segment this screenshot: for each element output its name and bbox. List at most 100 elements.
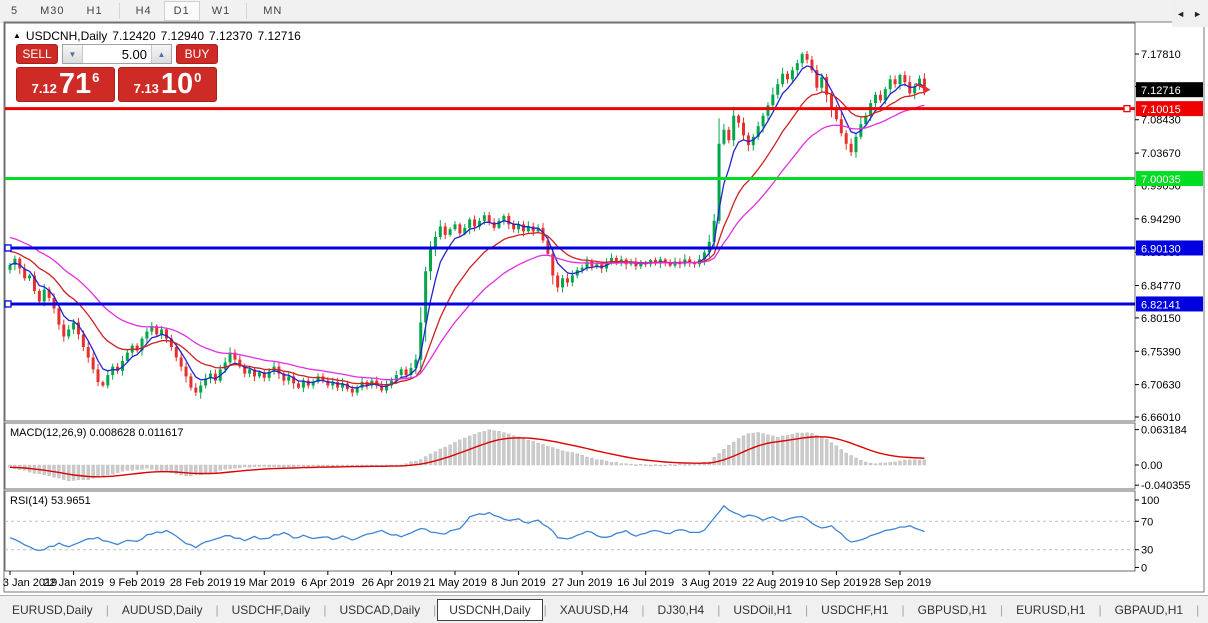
svg-text:10 Sep 2019: 10 Sep 2019 — [805, 577, 867, 589]
buy-price-point: 0 — [194, 70, 202, 85]
timeframe-button-H4[interactable]: H4 — [135, 5, 152, 17]
tab-eurusd-h1[interactable]: EURUSD,H1 — [1016, 602, 1086, 617]
buy-price-pips: 10 — [160, 68, 194, 100]
tab-separator: | — [215, 602, 219, 617]
svg-text:7.08430: 7.08430 — [1141, 115, 1181, 127]
svg-text:7.10015: 7.10015 — [1141, 104, 1181, 116]
timeframe-button-H1[interactable]: H1 — [86, 5, 103, 17]
tab-gbpaud-h1[interactable]: GBPAUD,H1 — [1114, 602, 1184, 617]
price-axis[interactable]: 7.178107.131907.084307.036706.990506.942… — [1135, 49, 1203, 424]
tab-eurusd-daily[interactable]: EURUSD,Daily — [12, 602, 93, 617]
toolbar-separator — [118, 3, 120, 19]
horizontal-level-lines[interactable] — [4, 104, 1135, 308]
svg-text:16 Jul 2019: 16 Jul 2019 — [617, 577, 674, 589]
tab-dj30-h4[interactable]: DJ30,H4 — [657, 602, 705, 617]
svg-text:7.12716: 7.12716 — [1141, 85, 1181, 97]
one-click-trade-panel: SELL ▼ ▲ BUY 7.12 71 6 7.13 10 0 — [16, 44, 218, 102]
svg-text:7.17810: 7.17810 — [1141, 49, 1181, 61]
svg-text:22 Aug 2019: 22 Aug 2019 — [742, 577, 804, 589]
svg-text:26 Apr 2019: 26 Apr 2019 — [362, 577, 421, 589]
timeframe-toolbar: 5 M30 H1 H4 D1 W1 MN — [0, 0, 1208, 23]
svg-text:28 Sep 2019: 28 Sep 2019 — [869, 577, 931, 589]
svg-text:RSI(14) 53.9651: RSI(14) 53.9651 — [10, 495, 91, 507]
svg-text:0: 0 — [1141, 562, 1147, 574]
svg-text:30: 30 — [1141, 545, 1153, 557]
svg-text:28 Feb 2019: 28 Feb 2019 — [170, 577, 232, 589]
tab-xauusd-h4[interactable]: XAUUSD,H4 — [559, 602, 629, 617]
tab-separator: | — [1098, 602, 1102, 617]
volume-spinner: ▼ ▲ — [62, 44, 172, 64]
moving-average-lines — [9, 65, 925, 389]
svg-text:-0.040355: -0.040355 — [1141, 480, 1191, 492]
tab-usdcad-daily[interactable]: USDCAD,Daily — [339, 602, 421, 617]
last-price-arrow-icon — [915, 82, 931, 94]
tab-separator: | — [805, 602, 809, 617]
timeframe-button-W1[interactable]: W1 — [211, 5, 231, 17]
sell-button[interactable]: SELL — [16, 44, 58, 64]
svg-text:19 Mar 2019: 19 Mar 2019 — [233, 577, 295, 589]
tab-separator: | — [323, 602, 327, 617]
collapse-triangle-icon[interactable]: ▲ — [13, 30, 21, 40]
svg-text:70: 70 — [1141, 516, 1153, 528]
svg-text:7.00035: 7.00035 — [1141, 174, 1181, 186]
tab-separator: | — [543, 602, 547, 617]
sell-price-quote[interactable]: 7.12 71 6 — [16, 67, 115, 102]
chart-symbol-label: USDCNH,Daily — [25, 29, 108, 43]
svg-text:8 Jun 2019: 8 Jun 2019 — [491, 577, 545, 589]
svg-text:0.063184: 0.063184 — [1141, 425, 1187, 437]
tab-scroll-controls: ◄ ► — [1172, 0, 1208, 27]
tab-usdoil-h1[interactable]: USDOil,H1 — [733, 602, 793, 617]
svg-text:7.03670: 7.03670 — [1141, 148, 1181, 160]
ohlc-high: 7.12940 — [160, 29, 205, 43]
tab-usdchf-daily[interactable]: USDCHF,Daily — [231, 602, 311, 617]
ohlc-low: 7.12370 — [209, 29, 253, 43]
svg-text:27 Jun 2019: 27 Jun 2019 — [552, 577, 613, 589]
svg-text:3 Jan 2019: 3 Jan 2019 — [3, 577, 57, 589]
macd-indicator-pane: MACD(12,26,9) 0.008628 0.011617 0.063184 0… — [8, 425, 1191, 492]
svg-text:3 Aug 2019: 3 Aug 2019 — [681, 577, 737, 589]
tab-usdchf-h1[interactable]: USDCHF,H1 — [821, 602, 889, 617]
svg-text:9 Feb 2019: 9 Feb 2019 — [109, 577, 165, 589]
tab-gbpusd-h1[interactable]: GBPUSD,H1 — [917, 602, 987, 617]
tab-separator: | — [901, 602, 905, 617]
tab-scroll-left-icon[interactable]: ◄ — [1176, 8, 1186, 19]
tab-usdjp[interactable]: USDJP — [1200, 599, 1208, 621]
tab-usdcnh-daily[interactable]: USDCNH,Daily — [437, 598, 543, 621]
volume-input[interactable] — [83, 45, 151, 63]
rsi-indicator-pane: RSI(14) 53.9651 100 70 30 0 — [5, 495, 1159, 574]
svg-text:0.00: 0.00 — [1141, 460, 1162, 472]
tab-separator: | — [1196, 602, 1200, 617]
tab-separator: | — [105, 602, 109, 617]
timeframe-button-MN[interactable]: MN — [263, 5, 283, 17]
svg-text:100: 100 — [1141, 495, 1159, 507]
tab-scroll-right-icon[interactable]: ► — [1193, 8, 1202, 19]
timeframe-button-D1[interactable]: D1 — [163, 1, 200, 21]
chart-title: ▲ USDCNH,Daily 7.12420 7.12940 7.12370 7… — [13, 29, 301, 43]
volume-decrease-button[interactable]: ▼ — [63, 45, 83, 63]
sell-price-point: 6 — [92, 70, 100, 85]
svg-text:6.66010: 6.66010 — [1141, 412, 1181, 424]
tab-audusd-daily[interactable]: AUDUSD,Daily — [121, 602, 203, 617]
buy-price-quote[interactable]: 7.13 10 0 — [118, 67, 217, 102]
svg-text:6.94290: 6.94290 — [1141, 214, 1181, 226]
volume-increase-button[interactable]: ▲ — [151, 45, 171, 63]
pane-borders — [3, 21, 1205, 593]
svg-text:6.70630: 6.70630 — [1141, 380, 1181, 392]
svg-text:6.84770: 6.84770 — [1141, 281, 1181, 293]
svg-text:6.90130: 6.90130 — [1141, 243, 1181, 255]
timeframe-button-5[interactable]: 5 — [11, 5, 19, 17]
sell-price-prefix: 7.12 — [31, 81, 57, 96]
svg-text:6.82141: 6.82141 — [1141, 299, 1181, 311]
svg-text:22 Jan 2019: 22 Jan 2019 — [43, 577, 104, 589]
ohlc-close: 7.12716 — [257, 29, 301, 43]
svg-text:6.75390: 6.75390 — [1141, 346, 1181, 358]
tab-separator: | — [717, 602, 721, 617]
svg-text:21 May 2019: 21 May 2019 — [423, 577, 487, 589]
buy-button[interactable]: BUY — [176, 44, 218, 64]
toolbar-separator — [246, 3, 248, 19]
symbol-tab-bar: EURUSD,Daily | AUDUSD,Daily | USDCHF,Daily | U… — [0, 595, 1208, 623]
timeframe-button-M30[interactable]: M30 — [40, 5, 65, 17]
buy-price-prefix: 7.13 — [133, 81, 159, 96]
